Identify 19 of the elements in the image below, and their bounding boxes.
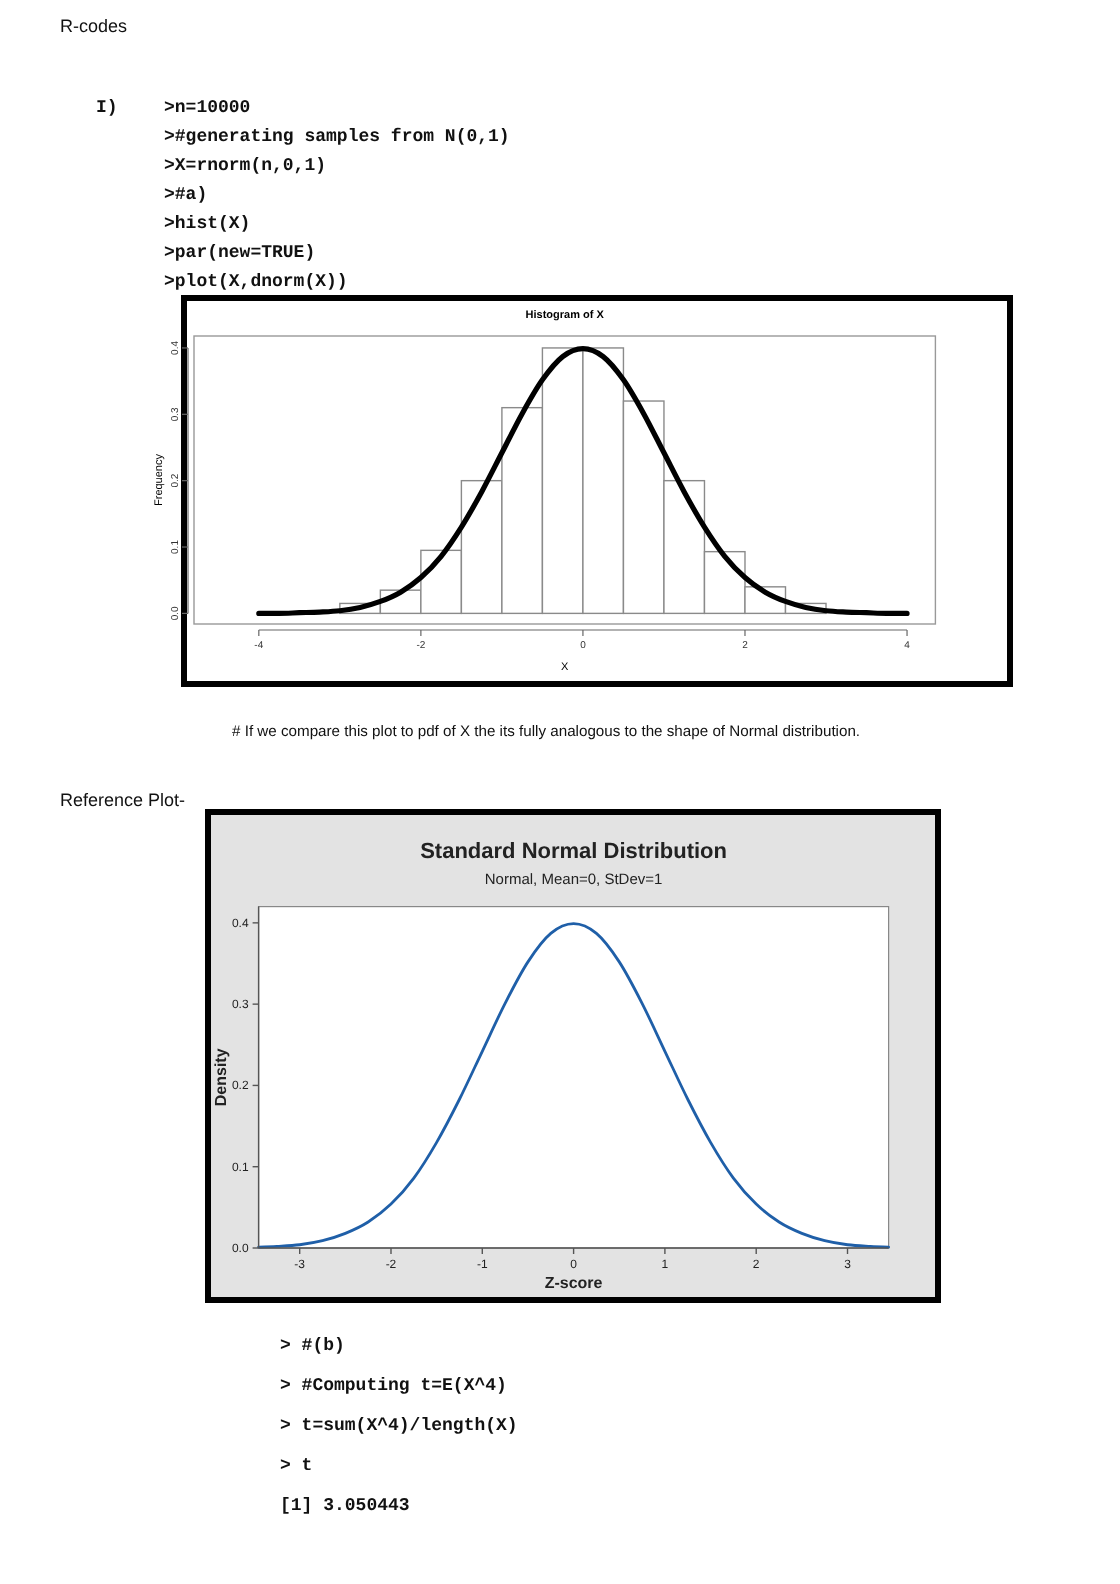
text: >hist(X) bbox=[164, 214, 251, 234]
text: R-codes bbox=[60, 16, 129, 36]
text: [1] 3.050443 bbox=[280, 1496, 410, 1516]
text: >#generating samples from N(0,1) bbox=[164, 127, 510, 147]
text: >X=rnorm(n,0,1) bbox=[164, 156, 327, 176]
chart-title: Standard Normal Distribution bbox=[420, 840, 728, 864]
text: >#a) bbox=[164, 185, 208, 205]
text: >n=10000 bbox=[164, 98, 251, 118]
x-axis-title: Z-score bbox=[544, 1274, 604, 1292]
y-axis-title: Density bbox=[212, 1047, 230, 1107]
text: > #(b) bbox=[280, 1336, 345, 1356]
text: I) bbox=[96, 98, 118, 118]
line-series bbox=[256, 346, 910, 616]
text: > #Computing t=E(X^4) bbox=[280, 1376, 507, 1396]
text: >plot(X,dnorm(X)) bbox=[164, 272, 348, 292]
text: > t bbox=[280, 1456, 313, 1476]
text: Reference Plot- bbox=[60, 790, 186, 810]
text: >par(new=TRUE) bbox=[164, 243, 316, 263]
text: > t=sum(X^4)/length(X) bbox=[280, 1416, 518, 1436]
